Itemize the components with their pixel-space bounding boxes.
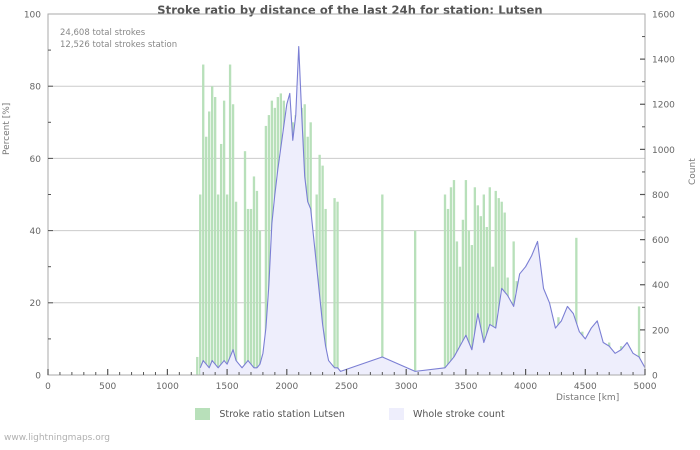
ratio-bar xyxy=(446,208,450,375)
ratio-bar xyxy=(246,208,250,375)
whole-count-line xyxy=(199,45,646,372)
annotation-total-strokes: 24,608 total strokes xyxy=(60,28,146,38)
ratio-bar xyxy=(225,194,229,375)
ratio-bar xyxy=(249,208,253,375)
y-right-tick-label: 0 xyxy=(652,371,658,381)
ratio-bar xyxy=(455,241,459,375)
ratio-bar xyxy=(336,201,339,375)
chart-annotations: 24,608 total strokes 12,526 total stroke… xyxy=(60,28,177,51)
y-left-tick-label: 40 xyxy=(30,227,42,237)
data-series xyxy=(196,45,646,376)
ratio-bar xyxy=(464,180,468,375)
y-axis-left-label: Percent [%] xyxy=(2,102,12,155)
ratio-bar xyxy=(494,190,497,375)
legend-swatch xyxy=(195,408,211,420)
watermark: www.lightningmaps.org xyxy=(4,433,110,443)
y-left-tick-label: 60 xyxy=(30,155,42,165)
ratio-bar xyxy=(637,306,641,375)
ratio-bar xyxy=(479,216,482,375)
legend-label: Stroke ratio station Lutsen xyxy=(219,408,345,420)
x-tick-label: 500 xyxy=(99,382,116,392)
y-left-tick-label: 0 xyxy=(35,371,41,381)
x-tick-label: 1500 xyxy=(216,382,239,392)
ratio-bar xyxy=(449,187,453,375)
ratio-bar xyxy=(214,97,217,375)
ratio-bar xyxy=(219,143,223,375)
whole-count-area xyxy=(200,46,646,376)
ratio-bar xyxy=(196,356,199,375)
ratio-bar xyxy=(199,194,202,375)
x-tick-label: 3000 xyxy=(395,382,418,392)
y-left-tick-label: 100 xyxy=(24,10,41,20)
legend-stroke-ratio[interactable]: Stroke ratio station Lutsen xyxy=(195,408,345,420)
x-tick-label: 1000 xyxy=(156,382,179,392)
ratio-bar xyxy=(258,230,262,375)
axis-ticks: 0 500 1000 1500 2000 2500 3000 3500 4000 4500 5000… xyxy=(24,10,675,392)
ratio-bar xyxy=(267,115,271,375)
annotation-total-strokes-station: 12,526 total strokes station xyxy=(60,39,178,50)
x-tick-label: 0 xyxy=(45,382,51,392)
ratio-bar xyxy=(222,100,226,375)
y-left-tick-label: 80 xyxy=(30,83,42,93)
y-axis-right-label: Count xyxy=(688,158,698,185)
y-right-tick-label: 800 xyxy=(652,191,669,201)
ratio-bar xyxy=(488,187,491,375)
ratio-bar xyxy=(485,226,488,375)
x-tick-label: 4500 xyxy=(574,382,597,392)
legend-whole-count[interactable]: Whole stroke count xyxy=(388,408,505,420)
y-right-tick-label: 400 xyxy=(652,281,669,291)
ratio-bar xyxy=(381,194,384,375)
ratio-bar xyxy=(470,245,474,375)
ratio-bar xyxy=(413,230,417,375)
ratio-bar xyxy=(243,151,247,375)
legend-label: Whole stroke count xyxy=(412,408,505,420)
ratio-bar xyxy=(211,86,214,375)
ratio-bar xyxy=(231,104,235,375)
ratio-bar xyxy=(482,194,485,375)
ratio-bar xyxy=(264,125,268,375)
ratio-bar xyxy=(208,111,211,375)
ratio-bar xyxy=(473,187,477,375)
ratio-bar xyxy=(234,201,238,375)
y-right-tick-label: 1400 xyxy=(652,56,675,66)
ratio-bar xyxy=(216,194,220,375)
ratio-bar xyxy=(491,266,494,375)
x-tick-label: 4000 xyxy=(514,382,537,392)
ratio-bar xyxy=(252,176,256,375)
ratio-bar xyxy=(461,219,465,375)
ratio-bar xyxy=(497,198,500,375)
plot-border xyxy=(47,13,646,376)
ratio-bar xyxy=(205,136,208,375)
x-tick-label: 2000 xyxy=(275,382,298,392)
ratio-bar xyxy=(467,230,471,375)
y-left-tick-label: 20 xyxy=(30,299,42,309)
gridlines xyxy=(48,85,645,304)
y-right-tick-label: 1000 xyxy=(652,146,675,156)
ratio-bar xyxy=(202,64,205,375)
ratio-bar xyxy=(333,198,336,375)
ratio-bar xyxy=(476,205,480,375)
x-tick-label: 3500 xyxy=(454,382,477,392)
ratio-bar xyxy=(452,180,456,375)
chart-legend: Stroke ratio station Lutsen Whole stroke … xyxy=(0,408,700,420)
ratio-bar xyxy=(443,194,447,375)
ratio-bar xyxy=(255,190,259,375)
ratio-bar xyxy=(324,208,327,375)
legend-swatch xyxy=(388,408,404,420)
x-axis-label: Distance [km] xyxy=(556,393,620,403)
x-tick-label: 2500 xyxy=(335,382,358,392)
ratio-bar xyxy=(228,64,232,375)
ratio-bar xyxy=(575,237,578,375)
plot-frame xyxy=(47,13,646,376)
y-right-tick-label: 1600 xyxy=(652,10,675,20)
ratio-bar xyxy=(321,165,324,375)
ratio-bar xyxy=(318,154,321,375)
y-right-tick-label: 1200 xyxy=(652,101,675,111)
y-right-tick-label: 600 xyxy=(652,236,669,246)
x-tick-label: 5000 xyxy=(634,382,657,392)
y-right-tick-label: 200 xyxy=(652,326,669,336)
ratio-bar xyxy=(458,266,462,375)
